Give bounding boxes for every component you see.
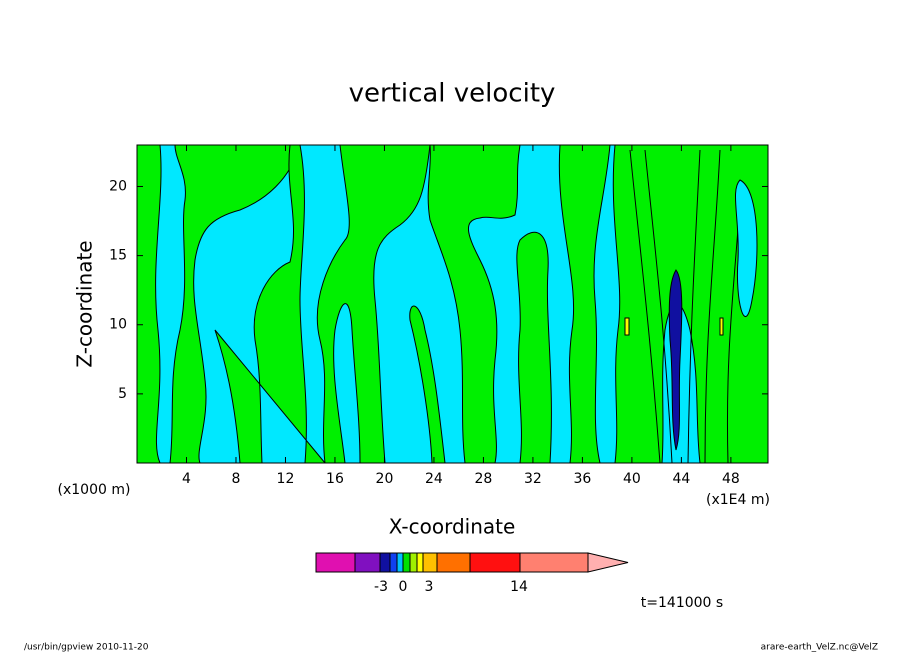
x-tick-label: 36 [573,471,591,487]
contour-region [735,179,758,317]
contour-line [629,149,741,463]
colorbar-tick-label: 0 [399,579,408,595]
y-tick-label: 10 [109,317,127,333]
contour-region [169,145,301,463]
y-tick-label: 15 [109,248,127,264]
colorbar-segment [402,552,411,573]
colorbar-segment [315,552,356,573]
colorbar-tick-label: 14 [510,579,528,595]
contour-region [558,145,611,463]
contour-region [427,145,521,463]
colorbar-segment [379,552,391,573]
x-tick-label: 48 [722,471,740,487]
x-tick-label: 12 [277,471,295,487]
colorbar-tick-label: -3 [374,579,388,595]
x-tick-label: 4 [182,471,191,487]
x-tick-label: 8 [232,471,241,487]
x-unit-label: (x1E4 m) [706,492,770,508]
colorbar-segment [416,552,424,573]
contour-region [516,231,552,463]
colorbar-segment [354,552,381,573]
x-tick-label: 20 [376,471,394,487]
x-tick-label: 40 [623,471,641,487]
colorbar-segment [389,552,398,573]
colorbar-segment [469,552,521,573]
colorbar-segment [436,552,471,573]
contour-region [624,317,724,336]
x-tick-label: 32 [524,471,542,487]
x-tick-label: 28 [475,471,493,487]
y-axis-label: Z-coordinate [73,240,97,367]
colorbar-segment [409,552,418,573]
x-tick-label: 44 [672,471,690,487]
chart-title: vertical velocity [349,79,556,109]
footer-left: /usr/bin/gpview 2010-11-20 [24,643,149,653]
colorbar-segment [396,552,404,573]
colorbar-segment [422,552,438,573]
contour-region [214,145,431,463]
annotation: t=141000 s [641,595,723,611]
colorbar-segment [519,552,589,573]
x-tick-label: 16 [326,471,344,487]
y-tick-label: 20 [109,178,127,194]
plot-frame [136,144,769,464]
footer-right: arare-earth_VelZ.nc@VelZ [761,643,878,653]
x-tick-label: 24 [425,471,443,487]
contour-region [612,145,768,463]
x-axis-label: X-coordinate [389,515,516,539]
contour-region [668,269,683,451]
colorbar-tick-label: 3 [425,579,434,595]
contour-region [409,305,446,463]
contour-field [137,145,768,463]
y-unit-label: (x1000 m) [58,482,131,498]
colorbar-extension [587,552,629,573]
y-tick-label: 5 [118,386,127,402]
contour-region [137,145,162,463]
